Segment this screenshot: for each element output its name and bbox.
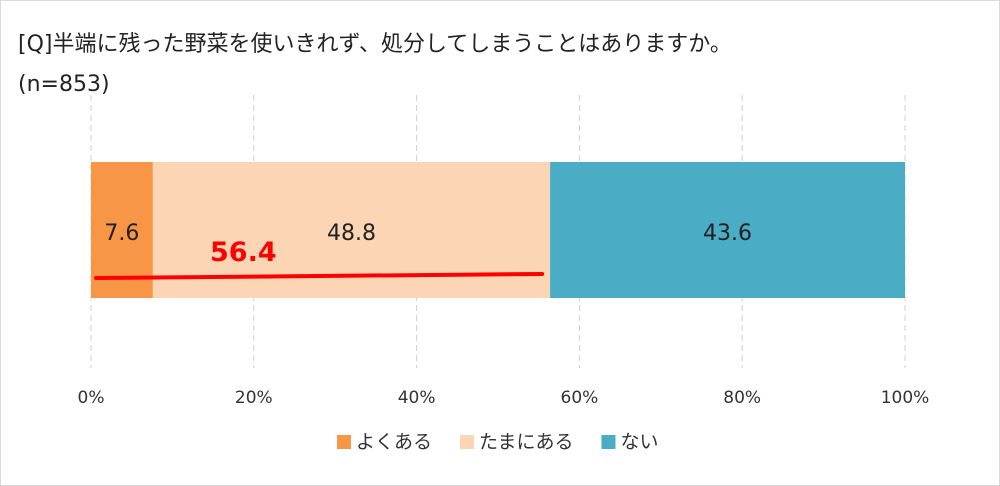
x-axis-ticks: 0% 20% 40% 60% 80% 100% [78, 388, 930, 408]
segment-value-label: 43.6 [703, 221, 752, 246]
legend-label: ない [620, 431, 658, 453]
x-tick-label: 60% [561, 388, 599, 408]
legend: よくある たまにある ない [337, 431, 658, 453]
annotation-label: 56.4 [210, 237, 277, 268]
x-tick-label: 20% [235, 388, 273, 408]
cumulative-annotation: 56.4 [94, 237, 545, 280]
bar-segment [91, 162, 153, 298]
annotation-line [94, 272, 545, 280]
legend-swatch [601, 435, 616, 449]
segment-value-label: 48.8 [327, 221, 376, 246]
segment-labels: 7.6 48.8 43.6 [104, 221, 752, 246]
legend-swatch [337, 435, 351, 449]
bar-segment [550, 162, 905, 298]
x-tick-label: 0% [78, 388, 105, 408]
segment-value-label: 7.6 [104, 221, 139, 246]
legend-label: よくある [356, 431, 432, 453]
x-tick-label: 80% [723, 388, 761, 408]
legend-swatch [460, 435, 475, 449]
gridlines [90, 95, 906, 368]
x-tick-label: 40% [398, 388, 436, 408]
x-tick-label: 100% [881, 388, 930, 408]
chart-title: [Q]半端に残った野菜を使いきれず、処分してしまうことはありますか。 [18, 32, 732, 57]
chart-subtitle: (n=853) [18, 72, 110, 97]
legend-label: たまにある [479, 431, 573, 453]
